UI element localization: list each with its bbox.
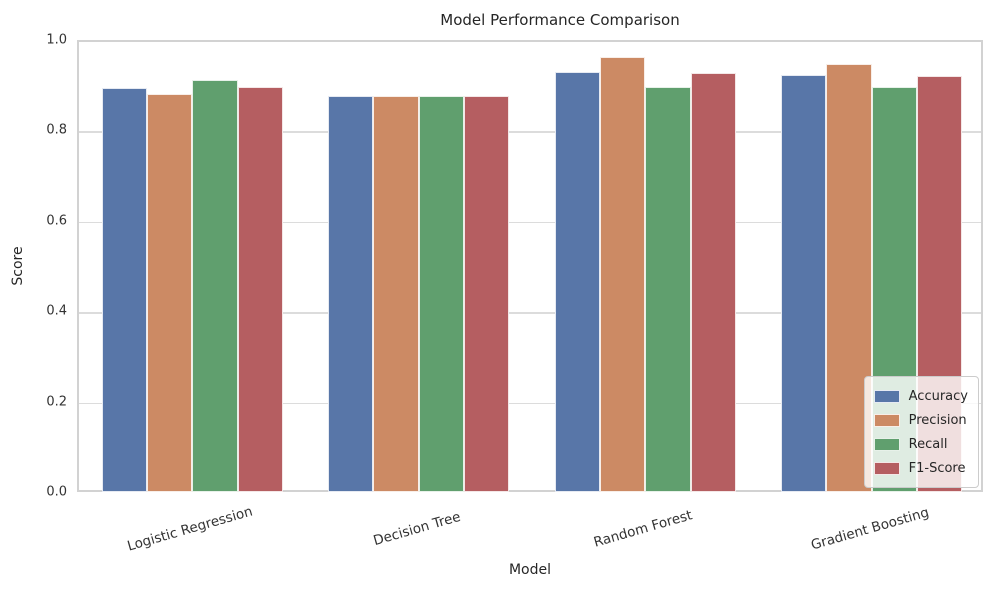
legend-label: Precision — [908, 412, 967, 428]
plot-area — [77, 40, 983, 492]
y-gridline — [79, 402, 981, 405]
y-tick-label: 0.8 — [46, 122, 67, 138]
legend-label: Accuracy — [908, 388, 968, 404]
bar-accuracy-random-forest — [554, 72, 600, 492]
bar-f1-score-random-forest — [690, 72, 736, 492]
legend-swatch-f1-score — [873, 461, 900, 475]
bar-recall-decision-tree — [418, 95, 465, 492]
y-tick-label: 0.6 — [46, 213, 67, 229]
y-tick-label: 1.0 — [46, 32, 67, 48]
x-tick-label: Logistic Regression — [125, 503, 255, 555]
x-tick-label: Gradient Boosting — [808, 504, 931, 554]
x-tick-label: Random Forest — [592, 507, 695, 551]
legend-item: Accuracy — [873, 384, 968, 408]
bar-recall-random-forest — [645, 86, 691, 492]
legend-label: F1-Score — [908, 460, 966, 476]
bar-f1-score-decision-tree — [464, 95, 510, 492]
y-tick-label: 0.2 — [46, 394, 67, 410]
legend-item: F1-Score — [873, 456, 968, 480]
x-axis-label: Model — [508, 562, 552, 578]
chart-title: Model Performance Comparison — [0, 11, 1000, 29]
bar-accuracy-logistic-regression — [101, 88, 147, 492]
legend-swatch-precision — [873, 413, 900, 427]
x-tick-label: Decision Tree — [371, 508, 463, 550]
legend-swatch-accuracy — [873, 389, 900, 403]
y-axis-label: Score — [10, 246, 26, 286]
bar-precision-decision-tree — [373, 95, 419, 492]
y-tick-label: 0.0 — [46, 484, 67, 500]
bar-accuracy-gradient-boosting — [781, 74, 827, 492]
y-gridline — [79, 312, 981, 314]
legend: Accuracy Precision Recall F1-Score — [863, 376, 979, 488]
bar-precision-random-forest — [599, 56, 646, 492]
legend-swatch-recall — [873, 437, 900, 451]
y-gridline — [79, 131, 981, 133]
bar-recall-logistic-regression — [192, 79, 238, 492]
bar-f1-score-logistic-regression — [237, 87, 283, 492]
y-tick-label: 0.4 — [46, 303, 67, 319]
bar-precision-logistic-regression — [146, 93, 193, 492]
legend-item: Recall — [873, 432, 968, 456]
legend-item: Precision — [873, 408, 968, 432]
legend-label: Recall — [908, 436, 948, 452]
chart-title-text: Model Performance Comparison — [440, 11, 680, 29]
y-gridline — [79, 221, 981, 224]
bar-accuracy-decision-tree — [328, 95, 374, 492]
